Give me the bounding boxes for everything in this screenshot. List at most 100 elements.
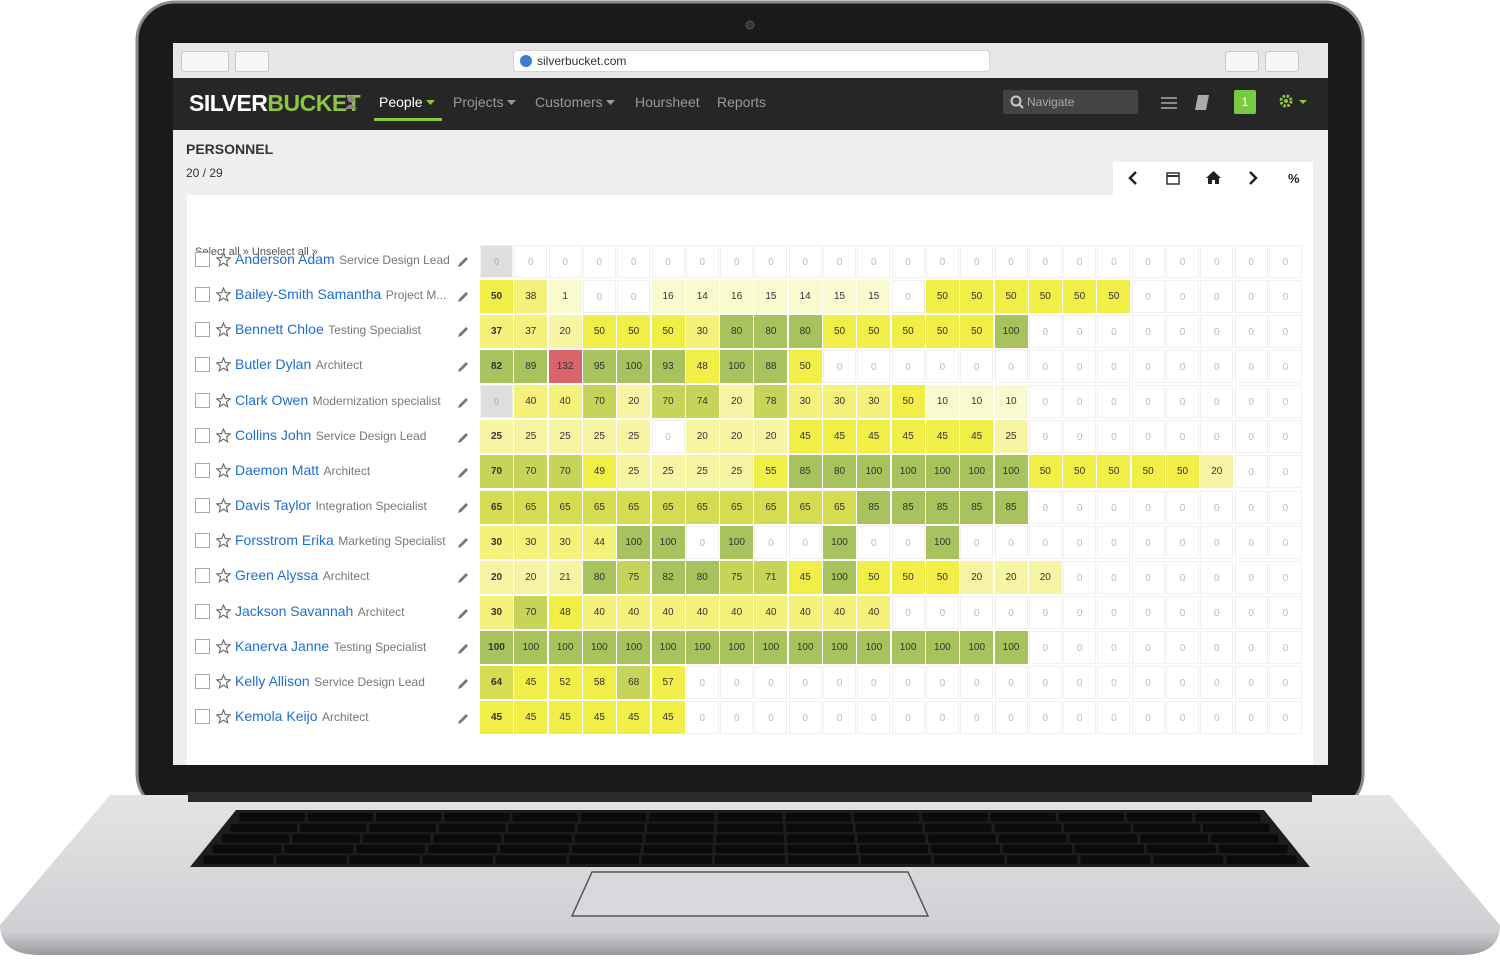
allocation-cell[interactable]: 0 — [1268, 631, 1302, 665]
allocation-cell[interactable]: 0 — [480, 244, 513, 278]
allocation-cell[interactable]: 0 — [1268, 279, 1302, 313]
allocation-cell[interactable]: 100 — [823, 525, 856, 559]
allocation-cell[interactable]: 0 — [1097, 244, 1131, 278]
allocation-cell[interactable]: 65 — [685, 490, 719, 524]
person-name[interactable]: Kanerva Janne — [235, 637, 330, 654]
allocation-cell[interactable]: 100 — [925, 455, 959, 489]
allocation-cell[interactable]: 58 — [582, 666, 616, 700]
allocation-cell[interactable]: 0 — [1200, 314, 1234, 348]
allocation-cell[interactable]: 57 — [651, 666, 685, 700]
allocation-cell[interactable]: 30 — [480, 596, 513, 629]
allocation-cell[interactable]: 40 — [514, 385, 548, 419]
allocation-cell[interactable]: 0 — [1028, 666, 1062, 700]
allocation-cell[interactable]: 0 — [857, 666, 891, 700]
allocation-cell[interactable]: 65 — [514, 490, 548, 524]
allocation-cell[interactable]: 50 — [925, 560, 959, 594]
favorite-star[interactable] — [216, 392, 231, 408]
allocation-cell[interactable]: 0 — [1131, 279, 1165, 313]
row-checkbox[interactable] — [195, 638, 210, 654]
allocation-cell[interactable]: 0 — [1234, 420, 1268, 454]
allocation-cell[interactable]: 0 — [1234, 244, 1268, 278]
allocation-cell[interactable]: 0 — [1234, 596, 1268, 629]
percent-toggle[interactable]: % — [1288, 171, 1300, 186]
logo[interactable]: SILVERBUCKET — [189, 90, 361, 117]
allocation-cell[interactable]: 65 — [548, 490, 582, 524]
allocation-cell[interactable]: 80 — [582, 560, 616, 594]
row-checkbox[interactable] — [195, 708, 210, 724]
allocation-cell[interactable]: 100 — [548, 631, 582, 665]
tabs-button[interactable] — [1265, 51, 1299, 72]
allocation-cell[interactable]: 30 — [480, 525, 513, 559]
favorite-star[interactable] — [216, 287, 231, 303]
allocation-cell[interactable]: 0 — [754, 701, 788, 735]
share-button[interactable] — [1225, 51, 1259, 72]
allocation-cell[interactable]: 50 — [1166, 455, 1199, 489]
allocation-cell[interactable]: 10 — [960, 385, 994, 419]
allocation-cell[interactable]: 100 — [891, 455, 925, 489]
allocation-cell[interactable]: 0 — [1063, 596, 1097, 629]
edit-button[interactable] — [457, 678, 469, 690]
allocation-cell[interactable]: 30 — [823, 385, 856, 419]
allocation-cell[interactable]: 0 — [1268, 701, 1302, 735]
allocation-cell[interactable]: 40 — [582, 596, 616, 629]
allocation-cell[interactable]: 0 — [754, 244, 788, 278]
allocation-cell[interactable]: 100 — [925, 525, 959, 559]
allocation-cell[interactable]: 0 — [960, 666, 994, 700]
allocation-cell[interactable]: 0 — [685, 701, 719, 735]
favorite-star[interactable] — [216, 322, 231, 338]
allocation-cell[interactable]: 100 — [994, 314, 1028, 348]
prev-button[interactable] — [1127, 171, 1139, 185]
person-name[interactable]: Kemola Keijo — [235, 707, 318, 724]
allocation-cell[interactable]: 25 — [582, 420, 616, 454]
allocation-cell[interactable]: 0 — [1131, 701, 1165, 735]
allocation-cell[interactable]: 0 — [1200, 279, 1234, 313]
book-icon[interactable] — [1195, 95, 1209, 110]
allocation-cell[interactable]: 0 — [891, 525, 925, 559]
allocation-cell[interactable]: 0 — [1028, 631, 1062, 665]
allocation-cell[interactable]: 30 — [857, 385, 891, 419]
allocation-cell[interactable]: 10 — [994, 385, 1028, 419]
allocation-cell[interactable]: 20 — [960, 560, 994, 594]
allocation-cell[interactable]: 0 — [685, 525, 719, 559]
edit-button[interactable] — [457, 713, 469, 725]
allocation-cell[interactable]: 15 — [754, 279, 788, 313]
allocation-cell[interactable]: 0 — [1200, 701, 1234, 735]
allocation-cell[interactable]: 70 — [514, 596, 548, 629]
allocation-cell[interactable]: 50 — [891, 385, 925, 419]
allocation-cell[interactable]: 100 — [480, 631, 513, 665]
allocation-cell[interactable]: 0 — [1131, 596, 1165, 629]
allocation-cell[interactable]: 45 — [617, 701, 651, 735]
allocation-cell[interactable]: 0 — [582, 279, 616, 313]
allocation-cell[interactable]: 0 — [1131, 631, 1165, 665]
allocation-cell[interactable]: 0 — [1166, 490, 1199, 524]
allocation-cell[interactable]: 0 — [1097, 525, 1131, 559]
allocation-cell[interactable]: 20 — [514, 560, 548, 594]
person-name[interactable]: Green Alyssa — [235, 567, 319, 584]
allocation-cell[interactable]: 25 — [685, 455, 719, 489]
allocation-cell[interactable]: 100 — [617, 525, 651, 559]
allocation-cell[interactable]: 0 — [1268, 596, 1302, 629]
allocation-cell[interactable]: 20 — [617, 385, 651, 419]
edit-button[interactable] — [457, 502, 469, 514]
allocation-cell[interactable]: 132 — [548, 349, 582, 383]
allocation-cell[interactable]: 0 — [960, 525, 994, 559]
allocation-cell[interactable]: 100 — [720, 525, 754, 559]
allocation-cell[interactable]: 85 — [857, 490, 891, 524]
allocation-cell[interactable]: 0 — [1097, 701, 1131, 735]
allocation-cell[interactable]: 0 — [1063, 560, 1097, 594]
allocation-cell[interactable]: 0 — [994, 596, 1028, 629]
allocation-cell[interactable]: 0 — [651, 244, 685, 278]
allocation-cell[interactable]: 50 — [891, 560, 925, 594]
allocation-cell[interactable]: 65 — [617, 490, 651, 524]
allocation-cell[interactable]: 50 — [1131, 455, 1165, 489]
allocation-cell[interactable]: 70 — [480, 455, 513, 489]
person-name[interactable]: Davis Taylor — [235, 497, 311, 514]
allocation-cell[interactable]: 0 — [617, 244, 651, 278]
row-checkbox[interactable] — [195, 357, 210, 373]
allocation-cell[interactable]: 0 — [1268, 314, 1302, 348]
allocation-cell[interactable]: 45 — [582, 701, 616, 735]
next-button[interactable] — [1247, 171, 1259, 185]
allocation-cell[interactable]: 0 — [1028, 244, 1062, 278]
allocation-cell[interactable]: 0 — [925, 701, 959, 735]
allocation-cell[interactable]: 0 — [1200, 596, 1234, 629]
